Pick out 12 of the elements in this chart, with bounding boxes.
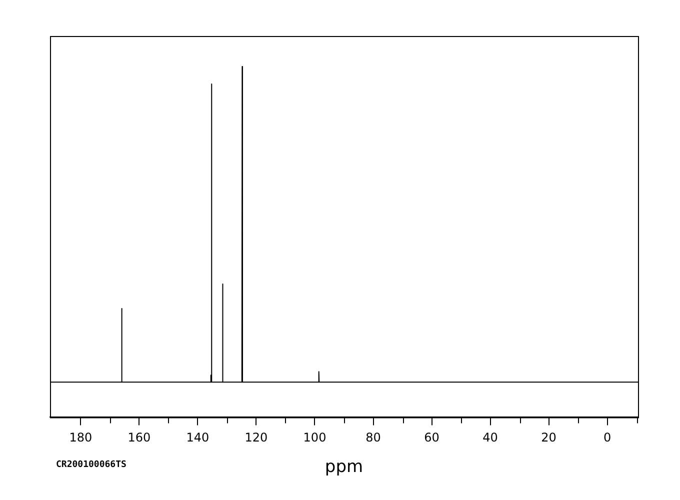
x-tick-label: 60: [424, 430, 440, 445]
x-tick-label: 160: [128, 430, 151, 445]
x-axis-title: ppm: [324, 457, 364, 478]
x-tick-label: 80: [366, 430, 381, 445]
text: CR200100066TS: [56, 460, 126, 470]
x-tick-label: 100: [303, 430, 326, 445]
x-tick-label: 20: [541, 430, 556, 445]
x-tick-label: 140: [186, 430, 210, 445]
x-tick-label: 40: [482, 430, 498, 445]
x-tick-label: 180: [69, 430, 92, 445]
x-tick-label: 120: [244, 430, 268, 445]
x-tick-label: 0: [603, 430, 612, 445]
